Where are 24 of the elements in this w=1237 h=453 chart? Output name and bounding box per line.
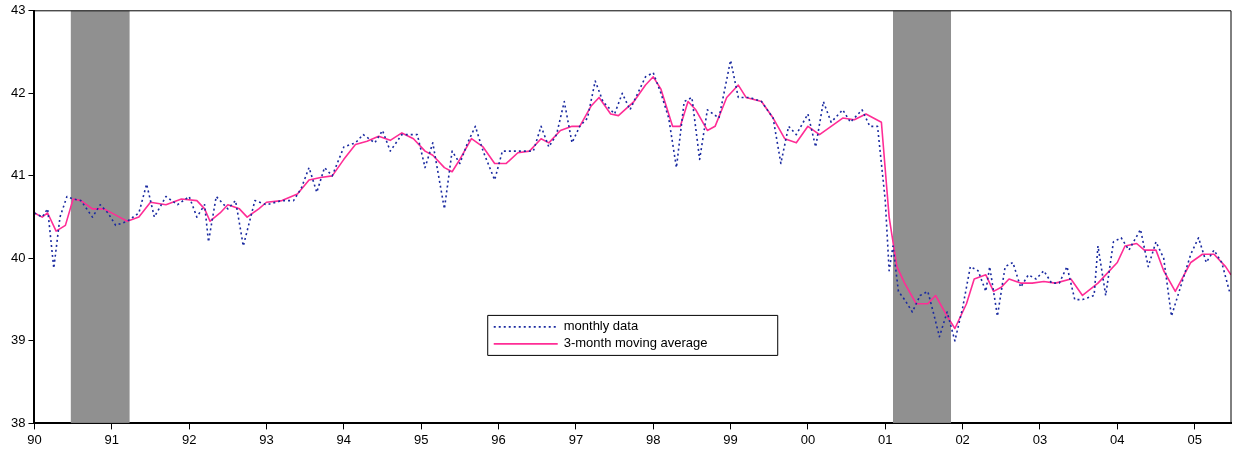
x-tick-label: 99 [723,431,738,447]
x-tick-label: 02 [955,431,970,447]
x-tick-label: 90 [27,431,42,447]
x-tick-label: 94 [336,431,352,447]
x-tick-label: 97 [568,431,584,447]
x-tick-label: 04 [1110,431,1125,447]
x-tick-label: 96 [491,431,506,447]
legend-label: 3-month moving average [563,335,708,351]
x-tick-label: 00 [800,431,816,447]
x-tick-label: 03 [1032,431,1048,447]
x-tick-label: 05 [1187,431,1202,447]
y-tick-label: 43 [10,2,26,18]
y-tick-label: 38 [10,414,26,430]
y-tick-label: 41 [10,167,26,183]
x-tick-label: 93 [259,431,274,447]
x-tick-label: 92 [181,431,197,447]
y-tick-label: 42 [10,84,26,100]
x-tick-label: 91 [104,431,120,447]
y-tick-label: 40 [10,249,26,265]
x-tick-label: 98 [645,431,661,447]
y-tick-label: 39 [10,332,26,348]
x-tick-label: 95 [413,431,429,447]
x-tick-label: 01 [878,431,893,447]
legend-label: monthly data [563,318,639,334]
